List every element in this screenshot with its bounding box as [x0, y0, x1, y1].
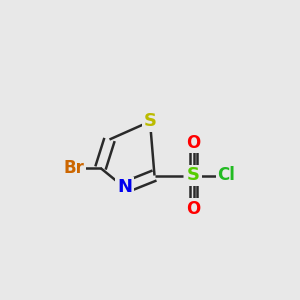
Text: Cl: Cl — [218, 167, 236, 184]
Text: O: O — [186, 200, 201, 217]
Text: N: N — [117, 178, 132, 196]
Text: O: O — [186, 134, 201, 152]
Text: Br: Br — [63, 159, 84, 177]
Text: S: S — [187, 167, 200, 184]
Text: S: S — [143, 112, 157, 130]
